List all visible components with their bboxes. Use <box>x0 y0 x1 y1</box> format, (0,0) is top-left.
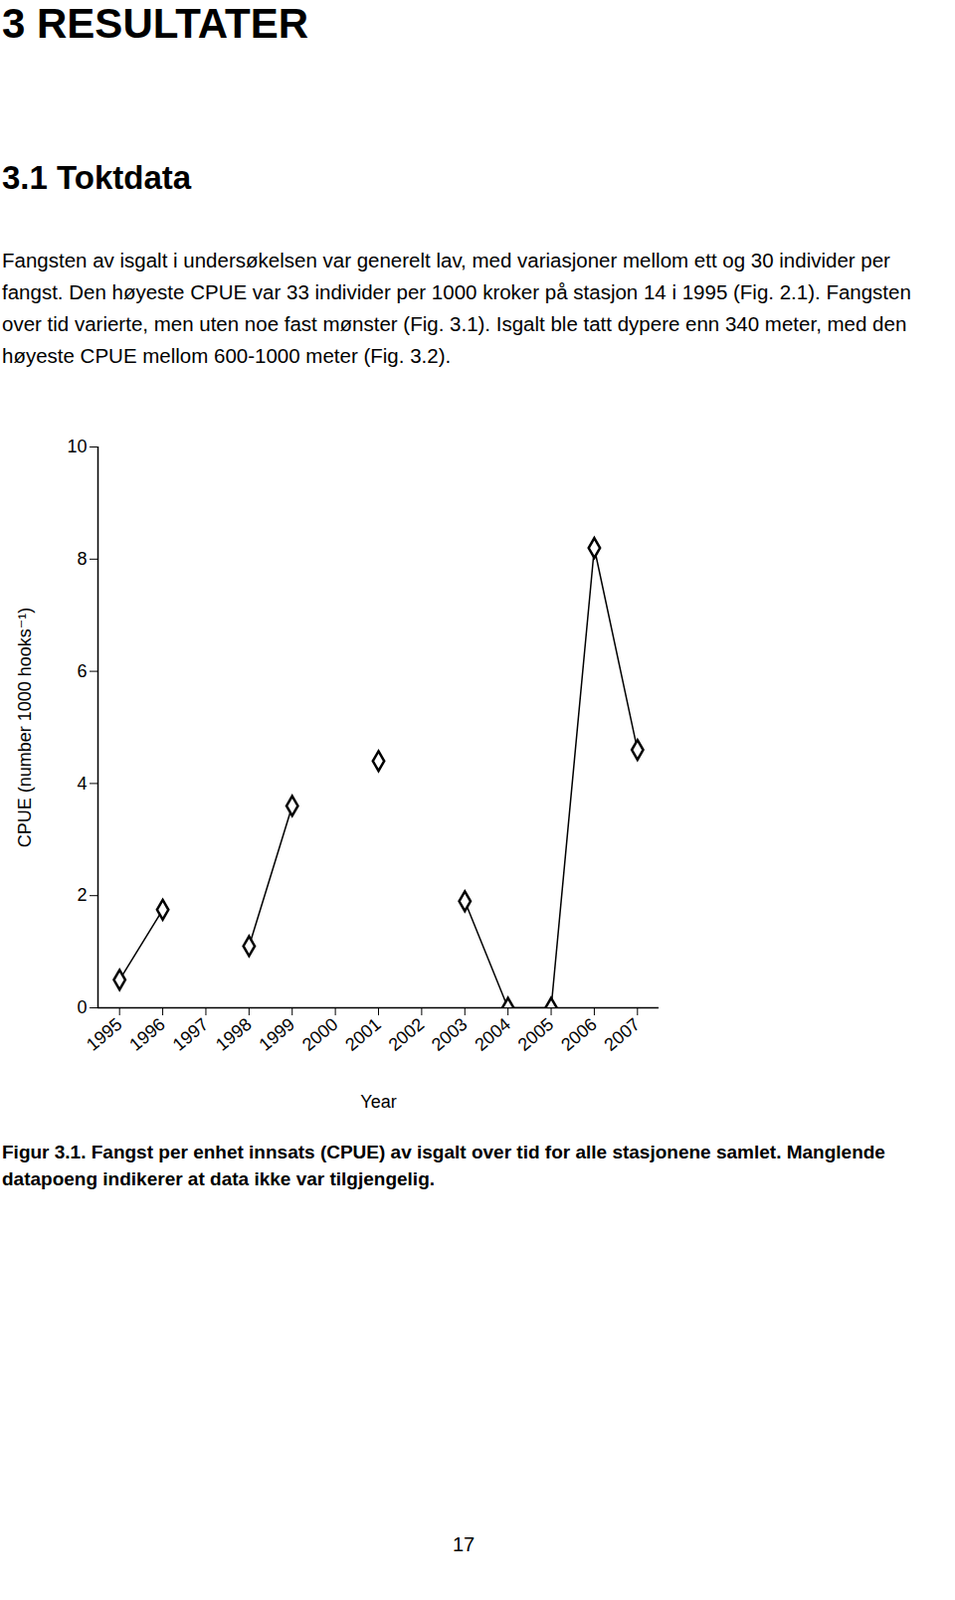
svg-text:1995: 1995 <box>82 1014 127 1056</box>
svg-text:2001: 2001 <box>341 1014 385 1056</box>
html-text:Figur 3.1. Fangst per enhet in: Figur 3.1. Fangst per enhet innsats (CPU… <box>1 1142 886 1190</box>
svg-text:0: 0 <box>76 997 87 1018</box>
html-text:Fangsten av isgalt i undersøke: Fangsten av isgalt i undersøkelsen var g… <box>1 248 912 368</box>
svg-text:4: 4 <box>76 773 87 794</box>
svg-text:6: 6 <box>76 661 87 682</box>
svg-text:2007: 2007 <box>600 1014 645 1056</box>
svg-text:8: 8 <box>76 549 87 570</box>
svg-text:2006: 2006 <box>557 1014 601 1056</box>
svg-text:Year: Year <box>360 1092 396 1113</box>
svg-text:1996: 1996 <box>125 1014 170 1056</box>
svg-text:2005: 2005 <box>514 1014 559 1056</box>
svg-text:1999: 1999 <box>254 1014 299 1056</box>
html-text:17: 17 <box>452 1533 475 1556</box>
svg-text:1998: 1998 <box>211 1014 256 1056</box>
svg-text:2002: 2002 <box>384 1014 429 1056</box>
svg-text:2000: 2000 <box>298 1014 343 1056</box>
svg-text:10: 10 <box>66 436 87 457</box>
html-text:3.1 Toktdata: 3.1 Toktdata <box>1 159 192 196</box>
svg-text:1997: 1997 <box>169 1014 213 1056</box>
svg-text:2003: 2003 <box>427 1014 472 1056</box>
svg-text:2004: 2004 <box>470 1014 515 1056</box>
svg-text:2: 2 <box>76 885 87 906</box>
html-text:3 RESULTATER: 3 RESULTATER <box>1 0 309 47</box>
svg-text:CPUE (number 1000 hooks⁻¹): CPUE (number 1000 hooks⁻¹) <box>14 607 35 849</box>
